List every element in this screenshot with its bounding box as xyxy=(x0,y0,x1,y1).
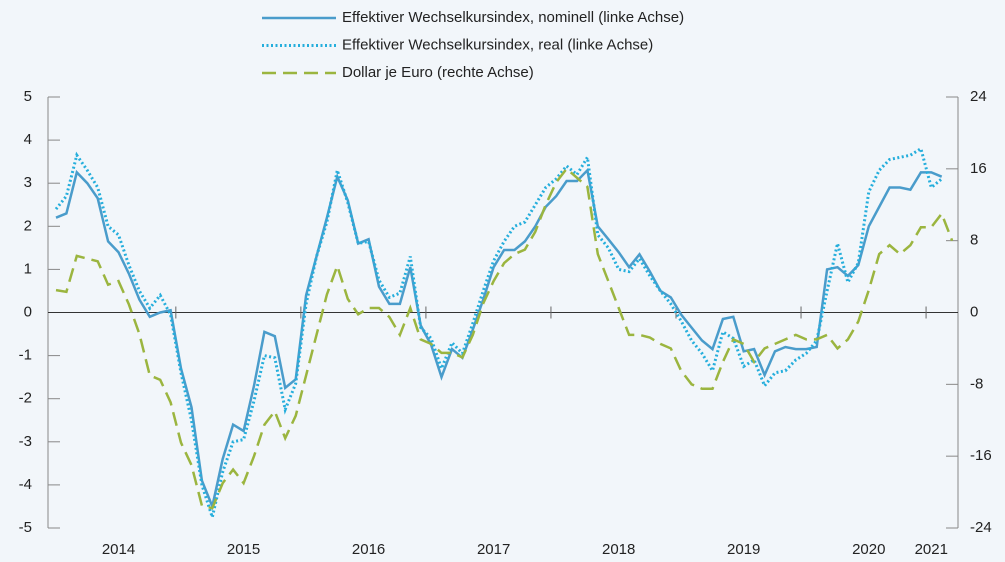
x-tick-label: 2020 xyxy=(852,541,885,558)
y2-tick-label: 0 xyxy=(970,303,978,320)
y2-tick-label: 16 xyxy=(970,160,987,177)
y-tick-label: -1 xyxy=(19,347,32,364)
series-line xyxy=(54,146,943,523)
y-tick-label: 5 xyxy=(24,88,32,105)
y-tick-label: -5 xyxy=(19,519,32,536)
y2-tick-label: 8 xyxy=(970,232,978,249)
y-tick-label: 1 xyxy=(24,260,32,277)
y-tick-label: 0 xyxy=(24,303,32,320)
y2-tick-label: -8 xyxy=(970,375,983,392)
y-tick-label: -4 xyxy=(19,476,32,493)
legend-label: Effektiver Wechselkursindex, nominell (l… xyxy=(342,9,684,26)
series-line xyxy=(55,166,954,510)
y-tick-label: 3 xyxy=(24,174,32,191)
legend-label: Dollar je Euro (rechte Achse) xyxy=(342,64,534,81)
x-tick-label: 2014 xyxy=(102,541,135,558)
y-tick-label: 2 xyxy=(24,217,32,234)
x-tick-label: 2017 xyxy=(477,541,510,558)
y2-tick-label: -16 xyxy=(970,447,992,464)
series-line xyxy=(55,167,943,511)
y2-tick-label: 24 xyxy=(970,88,987,105)
legend-label: Effektiver Wechselkursindex, real (linke… xyxy=(342,36,653,53)
y-tick-label: 4 xyxy=(24,131,32,148)
y-tick-label: -2 xyxy=(19,390,32,407)
x-tick-label: 2019 xyxy=(727,541,760,558)
x-tick-label: 2018 xyxy=(602,541,635,558)
x-tick-label: 2015 xyxy=(227,541,260,558)
y2-tick-label: -24 xyxy=(970,519,992,536)
y-tick-label: -3 xyxy=(19,433,32,450)
x-tick-label: 2016 xyxy=(352,541,385,558)
x-tick-label: 2021 xyxy=(915,541,948,558)
